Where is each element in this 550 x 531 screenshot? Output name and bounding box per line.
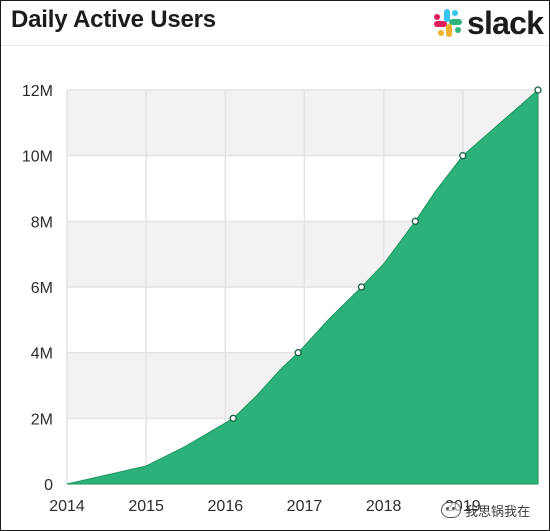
data-point xyxy=(229,414,237,422)
data-point xyxy=(534,86,542,94)
data-point xyxy=(459,152,467,160)
x-tick-label: 2016 xyxy=(208,498,244,515)
grid-band xyxy=(67,90,538,156)
slack-logo: slack xyxy=(433,5,544,41)
y-tick-label: 12M xyxy=(22,83,53,100)
x-tick-label: 2018 xyxy=(366,498,402,515)
data-point xyxy=(411,217,419,225)
x-tick-label: 2014 xyxy=(49,498,85,515)
y-tick-label: 8M xyxy=(31,214,53,231)
chart-title: Daily Active Users xyxy=(11,6,216,33)
watermark: 我思锅我在 xyxy=(441,499,530,521)
data-point xyxy=(294,349,302,357)
x-tick-label: 2015 xyxy=(128,498,164,515)
y-tick-label: 10M xyxy=(22,149,53,166)
y-axis-ticks: 0 2M 4M 6M 8M 10M 12M xyxy=(22,83,53,494)
y-tick-label: 2M xyxy=(31,411,53,428)
y-tick-label: 6M xyxy=(31,280,53,297)
y-tick-label: 0 xyxy=(44,477,53,494)
watermark-text: 我思锅我在 xyxy=(465,503,531,519)
slack-wordmark: slack xyxy=(467,5,544,41)
data-point xyxy=(357,283,366,291)
chart-header: Daily Active Users slack xyxy=(1,1,549,46)
x-axis-ticks: 2014 2015 2016 2017 2018 2019 xyxy=(49,498,480,515)
slack-hash-icon xyxy=(434,9,462,37)
wechat-icon xyxy=(441,502,461,518)
area-series xyxy=(66,88,539,485)
y-tick-label: 4M xyxy=(31,346,53,363)
x-tick-label: 2017 xyxy=(287,498,323,515)
data-markers xyxy=(229,86,542,422)
